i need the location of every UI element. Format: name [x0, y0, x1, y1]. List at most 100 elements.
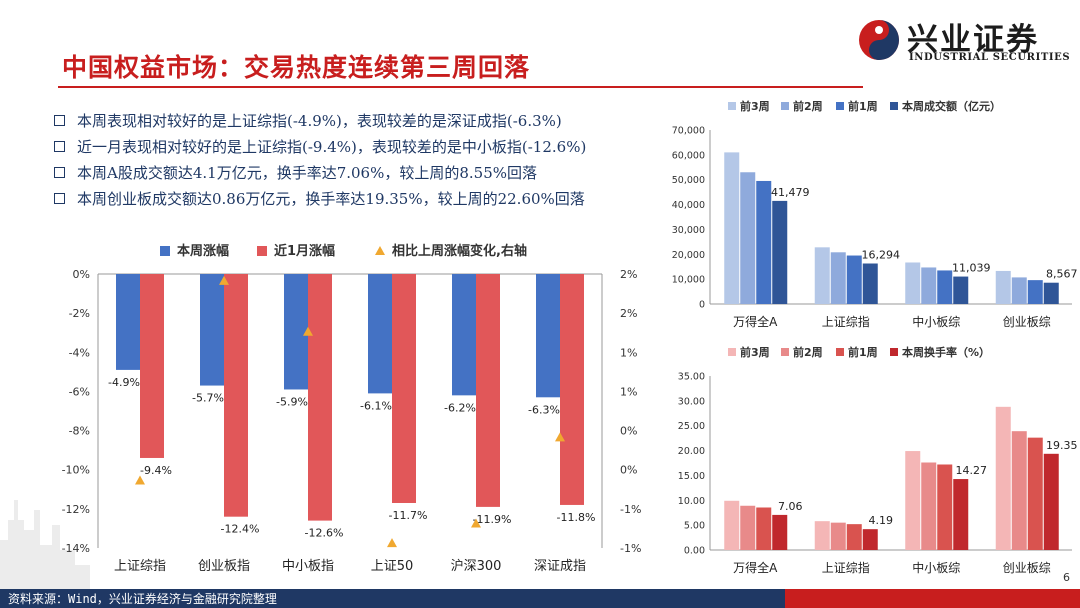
- data-label: -6.2%: [444, 401, 476, 414]
- footer-bar: [0, 589, 785, 608]
- legend-label: 前3周: [740, 345, 770, 359]
- x-tick-label: 万得全A: [733, 314, 778, 329]
- y-tick-label: -12%: [62, 503, 90, 516]
- checkbox-square-icon: [54, 166, 65, 178]
- y-tick-label: 35.00: [678, 372, 705, 383]
- bar: [905, 262, 921, 304]
- bullet-item: 近一月表现相对较好的是上证综指(-9.4%)，表现较差的是中小板指(-12.6%…: [54, 133, 679, 159]
- data-label: 14.27: [956, 464, 988, 477]
- data-label: -6.1%: [360, 399, 392, 412]
- bar: [921, 462, 937, 550]
- y-tick-label: 30.00: [678, 396, 705, 407]
- bar: [814, 521, 830, 550]
- bar: [740, 505, 756, 550]
- data-label: -9.4%: [140, 464, 172, 477]
- y-tick-label: 20,000: [672, 250, 705, 261]
- legend-marker: [836, 102, 844, 110]
- data-label: -12.4%: [221, 523, 260, 536]
- y-tick-label: -14%: [62, 542, 90, 555]
- data-label: -11.9%: [473, 513, 512, 526]
- bullet-list: 本周表现相对较好的是上证综指(-4.9%)，表现较差的是深证成指(-6.3%) …: [54, 107, 679, 211]
- triangle-marker: [219, 275, 229, 285]
- bullet-item: 本周A股成交额达4.1万亿元，换手率达7.06%，较上周的8.55%回落: [54, 159, 679, 185]
- bar: [756, 180, 772, 304]
- bar: [200, 274, 224, 386]
- bullet-item: 本周创业板成交额达0.86万亿元，换手率达19.35%，较上周的22.60%回落: [54, 185, 679, 211]
- data-label: 16,294: [862, 248, 901, 261]
- triangle-marker: [135, 475, 145, 485]
- bar: [368, 274, 392, 394]
- bar: [995, 270, 1011, 304]
- legend-marker: [890, 102, 898, 110]
- bar: [772, 514, 788, 550]
- x-tick-label: 创业板综: [1003, 561, 1051, 575]
- source-note: 资料来源：Wind，兴业证券经济与金融研究院整理: [8, 592, 277, 606]
- legend-label: 本周换手率（%）: [902, 345, 990, 359]
- data-label: -5.9%: [276, 395, 308, 408]
- bullet-item: 本周表现相对较好的是上证综指(-4.9%)，表现较差的是深证成指(-6.3%): [54, 107, 679, 133]
- legend-marker: [160, 246, 170, 256]
- legend-label: 前2周: [793, 99, 823, 113]
- page-number: 6: [1063, 571, 1070, 584]
- bar: [846, 255, 862, 304]
- data-label: 8,567: [1046, 268, 1078, 281]
- legend-marker: [728, 348, 736, 356]
- y-tick-label: -6%: [69, 385, 90, 398]
- bar: [862, 529, 878, 550]
- y-tick-label: 0.00: [684, 546, 705, 557]
- data-label: -11.7%: [389, 509, 428, 522]
- logo-text-en: INDUSTRIAL SECURITIES: [909, 52, 1071, 63]
- bar: [392, 274, 416, 503]
- checkbox-square-icon: [54, 192, 65, 204]
- bar: [1043, 453, 1059, 550]
- y-tick-label: 50,000: [672, 175, 705, 186]
- turnover-value-chart: 前3周 前2周 前1周 本周成交额（亿元） 0 10,000 20,000 30,000 40,…: [672, 99, 1078, 329]
- legend-marker: [728, 102, 736, 110]
- bar: [756, 507, 772, 550]
- y-tick-label: 20.00: [678, 446, 705, 457]
- bar: [140, 274, 164, 458]
- legend-label: 前2周: [793, 345, 823, 359]
- triangle-marker: [555, 432, 565, 442]
- bullet-text: 本周A股成交额达4.1万亿元，换手率达7.06%，较上周的8.55%回落: [77, 163, 537, 182]
- bar: [905, 451, 921, 550]
- y-tick-label: 60,000: [672, 150, 705, 161]
- triangle-marker: [303, 326, 313, 336]
- x-tick-label: 沪深300: [451, 558, 502, 574]
- y-tick-label: 10.00: [678, 496, 705, 507]
- x-tick-label: 上证综指: [822, 560, 870, 575]
- legend-label: 本周涨幅: [177, 243, 229, 259]
- legend-marker: [836, 348, 844, 356]
- skyline-watermark: [0, 500, 90, 590]
- bar: [740, 172, 756, 304]
- index-returns-chart: 本周涨幅 近1月涨幅 相比上周涨幅变化,右轴 0% -2% -4% -6% -8% -10% -1…: [62, 243, 642, 574]
- x-tick-label: 中小板综: [912, 560, 960, 575]
- bar: [724, 152, 740, 304]
- data-label: -11.8%: [557, 511, 596, 524]
- bar: [1027, 437, 1043, 550]
- data-label: 11,039: [952, 262, 991, 275]
- bar: [921, 267, 937, 304]
- x-tick-label: 中小板指: [282, 559, 334, 574]
- y-tick-label: -8%: [69, 425, 90, 438]
- bar: [724, 500, 740, 550]
- x-tick-label: 上证综指: [822, 314, 870, 329]
- triangle-marker: [387, 538, 397, 548]
- data-label: 7.06: [778, 500, 803, 513]
- x-tick-label: 深证成指: [534, 559, 586, 574]
- turnover-rate-chart: 前3周 前2周 前1周 本周换手率（%） 0.00 5.00 10.00 15.00 20.00…: [678, 345, 1078, 575]
- bar: [116, 274, 140, 370]
- bar: [1043, 282, 1059, 304]
- x-tick-label: 创业板指: [198, 559, 250, 574]
- bullet-text: 近一月表现相对较好的是上证综指(-9.4%)，表现较差的是中小板指(-12.6%…: [77, 137, 587, 156]
- data-label: 4.19: [869, 514, 894, 527]
- y2-tick-label: 1%: [620, 346, 637, 359]
- data-label: -12.6%: [305, 527, 344, 540]
- bar: [862, 263, 878, 304]
- bar: [814, 247, 830, 304]
- bar: [846, 524, 862, 550]
- bar: [284, 274, 308, 390]
- y-tick-label: -4%: [69, 346, 90, 359]
- y-tick-label: 5.00: [684, 521, 705, 532]
- x-tick-label: 上证综指: [114, 559, 166, 574]
